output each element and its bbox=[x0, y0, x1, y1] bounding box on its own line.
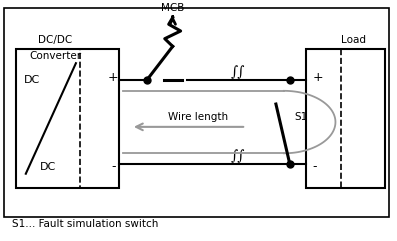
Text: Load: Load bbox=[341, 35, 366, 45]
Bar bbox=[306, 49, 341, 188]
Text: ∫∫: ∫∫ bbox=[231, 149, 245, 163]
Text: -: - bbox=[313, 160, 317, 173]
Text: S1: S1 bbox=[295, 112, 308, 122]
Text: DC: DC bbox=[24, 75, 40, 85]
Bar bbox=[306, 49, 385, 188]
Text: MCB: MCB bbox=[161, 3, 184, 13]
Text: Converter: Converter bbox=[29, 51, 81, 61]
Text: +: + bbox=[108, 71, 118, 84]
Text: +: + bbox=[313, 71, 324, 84]
Bar bbox=[16, 49, 119, 188]
Text: ∫∫: ∫∫ bbox=[231, 65, 245, 79]
Text: DC/DC: DC/DC bbox=[38, 35, 72, 45]
Text: Wire length: Wire length bbox=[168, 112, 229, 122]
Bar bbox=[80, 49, 119, 188]
Text: -: - bbox=[111, 160, 116, 173]
Text: DC: DC bbox=[40, 161, 56, 172]
Text: S1... Fault simulation switch: S1... Fault simulation switch bbox=[12, 219, 158, 229]
Bar bbox=[4, 8, 389, 217]
